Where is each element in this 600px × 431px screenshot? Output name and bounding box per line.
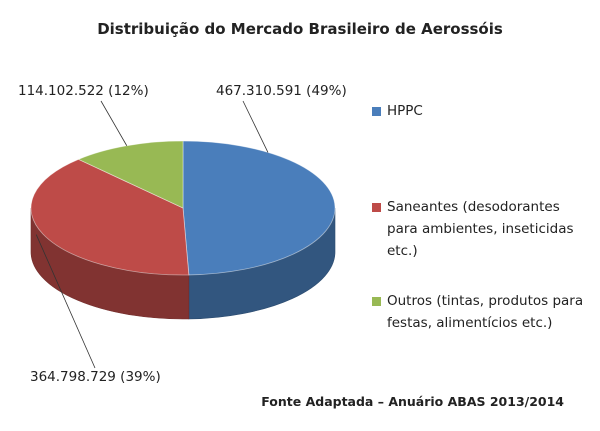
legend-swatch-hppc [372, 107, 381, 116]
pie-slice-0 [182, 140, 336, 276]
leader-line-0 [242, 100, 269, 153]
legend-label-saneantes: Saneantes (desodorantes para ambientes, … [387, 199, 574, 259]
source-note: Fonte Adaptada – Anuário ABAS 2013/2014 [261, 394, 564, 409]
leader-line-2 [100, 100, 128, 146]
data-label-saneantes: 364.798.729 (39%) [30, 369, 161, 385]
leader-line-1 [35, 234, 96, 369]
data-label-outros: 114.102.522 (12%) [18, 83, 149, 99]
legend-item-hppc: HPPC [372, 100, 594, 122]
legend-label-hppc: HPPC [387, 103, 423, 119]
data-label-hppc: 467.310.591 (49%) [216, 83, 347, 99]
legend-label-outros: Outros (tintas, produtos para festas, al… [387, 293, 584, 331]
legend-swatch-outros [372, 297, 381, 306]
pie-slice-1 [30, 158, 190, 276]
legend-swatch-saneantes [372, 203, 381, 212]
chart-title: Distribuição do Mercado Brasileiro de Ae… [97, 20, 503, 38]
legend-item-outros: Outros (tintas, produtos para festas, al… [372, 290, 594, 334]
legend-item-saneantes: Saneantes (desodorantes para ambientes, … [372, 196, 594, 262]
